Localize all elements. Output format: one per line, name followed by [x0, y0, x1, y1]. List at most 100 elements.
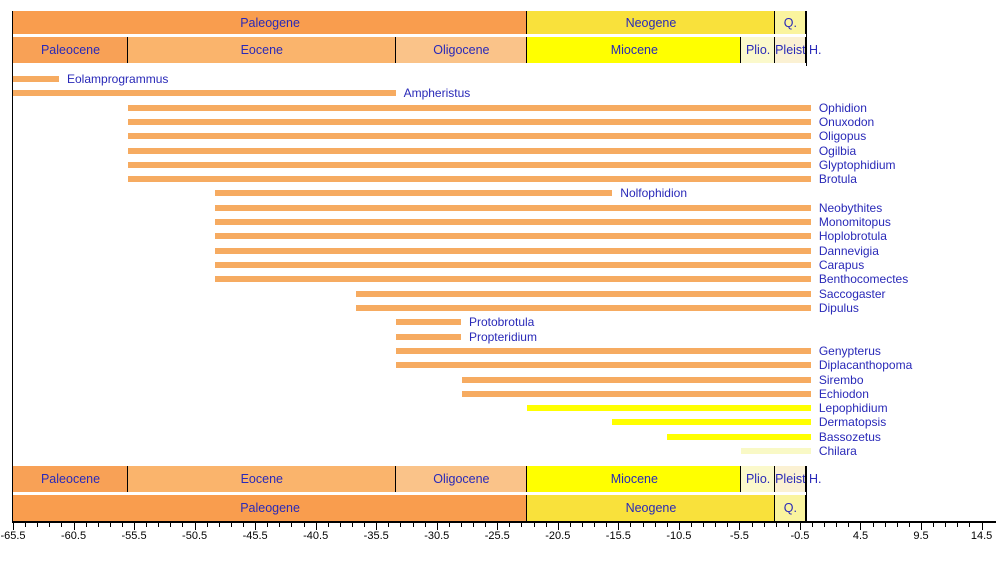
axis-minor-tick: [339, 522, 341, 527]
taxon-range-bar-diplacanthopoma: [395, 362, 811, 369]
axis-minor-tick: [303, 522, 305, 527]
axis-minor-tick: [787, 522, 789, 527]
axis-major-tick: [678, 522, 680, 530]
axis-minor-tick: [37, 522, 39, 527]
axis-minor-tick: [182, 522, 184, 527]
axis-minor-tick: [751, 522, 753, 527]
axis-tick-label: -40.5: [303, 530, 329, 542]
axis-minor-tick: [218, 522, 220, 527]
axis-tick-label: -30.5: [424, 530, 450, 542]
timescale-band-oligocene: Oligocene: [395, 466, 528, 492]
taxon-range-bar-neobythites: [215, 204, 811, 211]
taxon-label-monomitopus: Monomitopus: [818, 215, 891, 230]
axis-minor-tick: [121, 522, 123, 527]
timescale-band-label: Oligocene: [433, 472, 490, 486]
timescale-band-paleogene: Paleogene: [13, 11, 528, 34]
axis-minor-tick: [85, 522, 87, 527]
axis-minor-tick: [351, 522, 353, 527]
axis-minor-tick: [448, 522, 450, 527]
axis-major-tick: [799, 522, 801, 530]
axis-tick-label: -0.5: [790, 530, 810, 542]
axis-minor-tick: [654, 522, 656, 527]
axis-tick-label: 14.5: [970, 530, 993, 542]
taxon-label-dermatopsis: Dermatopsis: [818, 415, 887, 430]
taxon-label-lepophidium: Lepophidium: [818, 401, 888, 416]
timescale-band-oligocene: Oligocene: [395, 37, 528, 63]
taxon-range-bar-benthocomectes: [215, 276, 811, 283]
timescale-band-eocene: Eocene: [128, 37, 396, 63]
timescale-band-label: Paleogene: [240, 501, 300, 515]
taxon-label-eolamprogrammus: Eolamprogrammus: [67, 72, 169, 86]
taxon-range-bar-carapus: [215, 262, 811, 269]
taxon-label-bassozetus: Bassozetus: [818, 429, 881, 444]
axis-minor-tick: [109, 522, 111, 527]
axis-minor-tick: [606, 522, 608, 527]
axis-minor-tick: [49, 522, 51, 527]
axis-tick-label: -10.5: [666, 530, 692, 542]
taxon-label-ogilbia: Ogilbia: [818, 143, 857, 158]
timescale-band-paleocene: Paleocene: [13, 466, 129, 492]
axis-minor-tick: [872, 522, 874, 527]
taxon-range-bar-dipulus: [355, 304, 811, 311]
axis-minor-tick: [291, 522, 293, 527]
axis-minor-tick: [327, 522, 329, 527]
timescale-band-label: Eocene: [240, 43, 283, 57]
taxon-label-ophidion: Ophidion: [818, 100, 867, 115]
axis-major-tick: [497, 522, 499, 530]
axis-minor-tick: [642, 522, 644, 527]
taxon-label-protobrotula: Protobrotula: [468, 315, 535, 330]
taxon-label-brotula: Brotula: [818, 172, 857, 187]
timescale-band-label: Paleocene: [40, 43, 101, 57]
timescale-band-label: Paleogene: [240, 15, 300, 30]
taxon-label-diplacanthopoma: Diplacanthopoma: [818, 358, 913, 373]
timescale-band-q: Q.: [774, 11, 806, 34]
axis-minor-tick: [424, 522, 426, 527]
axis-minor-tick: [690, 522, 692, 527]
axis-minor-tick: [812, 522, 814, 527]
taxon-range-bar-bassozetus: [666, 433, 811, 440]
axis-minor-tick: [533, 522, 535, 527]
taxon-label-neobythites: Neobythites: [818, 200, 883, 215]
taxon-label-chilara: Chilara: [818, 444, 857, 459]
timescale-band-label: Eocene: [240, 472, 283, 486]
timescale-band-label: Neogene: [625, 15, 677, 30]
axis-major-tick: [376, 522, 378, 530]
axis-minor-tick: [896, 522, 898, 527]
taxon-range-bar-protobrotula: [395, 319, 461, 326]
present-day-line-top: [805, 11, 807, 66]
taxon-range-bar-hoplobrotula: [215, 233, 811, 240]
axis-tick-label: -55.5: [121, 530, 147, 542]
axis-major-tick: [618, 522, 620, 530]
axis-minor-tick: [473, 522, 475, 527]
timescale-band-plio: Plio.: [741, 466, 775, 492]
timescale-band-q: Q.: [774, 495, 806, 521]
axis-minor-tick: [25, 522, 27, 527]
axis-minor-tick: [569, 522, 571, 527]
axis-minor-tick: [61, 522, 63, 527]
axis-tick-label: -50.5: [182, 530, 208, 542]
axis-minor-tick: [957, 522, 959, 527]
plot-left-border-line: [11, 11, 13, 521]
axis-major-tick: [739, 522, 741, 530]
timescale-band-label: Plio.: [745, 43, 771, 57]
taxon-range-bar-dermatopsis: [612, 419, 811, 426]
axis-major-tick: [13, 522, 14, 530]
timescale-band-plio: Plio.: [741, 37, 775, 63]
taxon-label-sirembo: Sirembo: [818, 372, 864, 387]
axis-minor-tick: [545, 522, 547, 527]
taxon-range-bar-echiodon: [462, 390, 811, 397]
taxon-label-genypterus: Genypterus: [818, 343, 881, 358]
timescale-band-label: Neogene: [625, 501, 677, 515]
timescale-band-label: Miocene: [610, 472, 658, 486]
taxon-label-nolfophidion: Nolfophidion: [620, 186, 687, 201]
axis-minor-tick: [146, 522, 148, 527]
holocene-label-top: H.: [809, 43, 822, 57]
axis-tick-label: 4.5: [852, 530, 869, 542]
axis-major-tick: [860, 522, 862, 530]
timescale-band-label: Pleist: [775, 43, 806, 57]
axis-minor-tick: [388, 522, 390, 527]
axis-minor-tick: [715, 522, 717, 527]
taxon-range-bar-ogilbia: [128, 147, 811, 154]
axis-minor-tick: [267, 522, 269, 527]
